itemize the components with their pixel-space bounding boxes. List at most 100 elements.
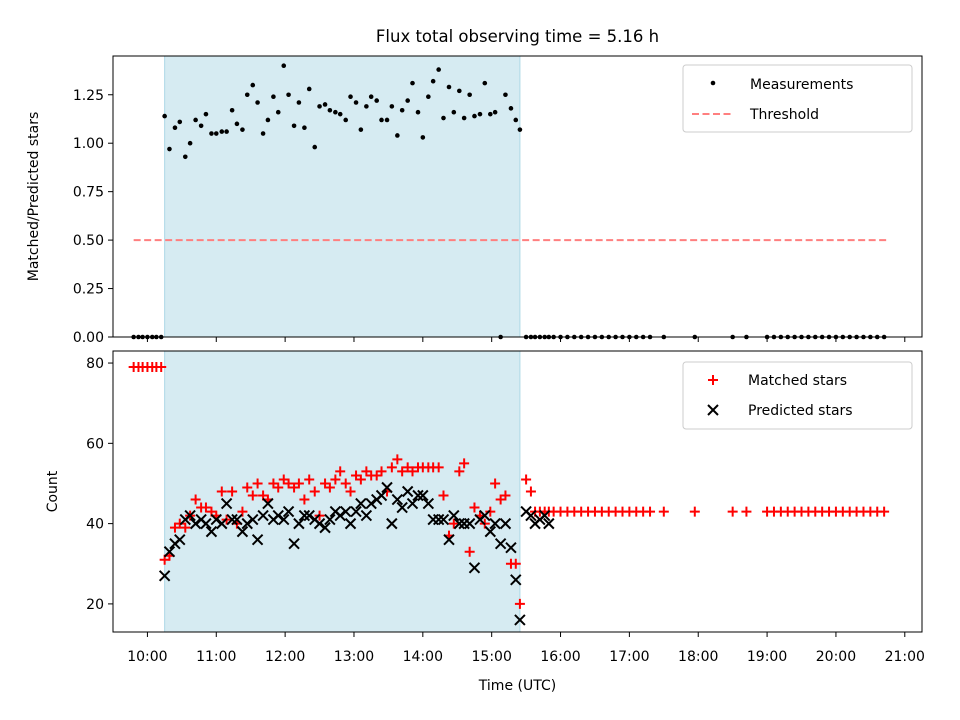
measurement-point (337, 111, 343, 117)
measurement-point (187, 140, 193, 146)
matched-star-marker (174, 518, 185, 529)
predicted-star-marker (412, 489, 424, 502)
bottom-axes-frame (112, 350, 923, 633)
predicted-star-marker (231, 513, 243, 526)
measurement-point (395, 133, 400, 138)
predicted-star-marker (247, 513, 259, 526)
y-tick-label: 1.25 (73, 88, 104, 104)
x-axis-label: Time (UTC) (478, 678, 556, 694)
measurement-point (426, 94, 431, 99)
predicted-star-marker (324, 513, 336, 526)
predicted-star-marker (282, 505, 295, 518)
x-tick-label: 15:00 (472, 649, 512, 665)
measurement-point (358, 127, 364, 132)
predicted-star-marker (514, 614, 526, 626)
predicted-star-marker (288, 537, 300, 550)
chart-title: Flux total observing time = 5.16 h (376, 27, 659, 46)
measurement-point (312, 144, 318, 150)
matched-star-marker (485, 506, 496, 517)
predicted-star-marker (226, 513, 238, 526)
predicted-star-marker (484, 525, 497, 538)
measurement-point (172, 125, 178, 131)
matched-star-marker (459, 458, 470, 469)
legend-x-glyph (707, 404, 719, 416)
predicted-star-marker (344, 517, 357, 530)
predicted-star-marker (468, 562, 481, 574)
top-x-ticks (146, 337, 906, 342)
y-tick-label: 1.00 (73, 136, 104, 152)
predicted-star-marker (538, 509, 551, 522)
predicted-star-marker (543, 517, 555, 530)
legend-threshold-label: Threshold (749, 107, 819, 123)
matched-star-marker (397, 466, 408, 477)
measurement-point (368, 94, 374, 99)
measurement-point (472, 113, 477, 119)
legend-predicted-label: Predicted stars (748, 403, 853, 419)
x-tick-label: 14:00 (403, 649, 443, 665)
predicted-star-marker (365, 497, 377, 510)
y-tick-label: 20 (86, 597, 104, 613)
matched-star-marker (355, 474, 366, 485)
matched-star-marker (727, 506, 738, 517)
x-tick-label: 13:00 (334, 649, 374, 665)
predicted-star-marker (391, 493, 404, 506)
measurement-point (420, 135, 426, 140)
matched-star-marker (283, 478, 294, 489)
matched-star-marker (340, 478, 351, 489)
matched-star-marker (386, 462, 397, 473)
predicted-star-marker (174, 533, 186, 546)
predicted-star-marker (406, 497, 419, 510)
measurement-point (302, 125, 307, 131)
predicted-star-marker (494, 537, 507, 550)
matched-star-marker (448, 518, 459, 529)
predicted-star-marker (251, 533, 264, 546)
x-tick-label: 11:00 (196, 649, 236, 665)
predicted-star-marker (350, 505, 362, 518)
measurement-point (405, 98, 410, 103)
measurement-point (482, 80, 488, 86)
measurement-point (229, 107, 235, 113)
matched-star-marker (200, 502, 211, 513)
legend-predicted-marker (707, 404, 719, 416)
measurement-point (364, 104, 369, 109)
predicted-star-marker (241, 517, 253, 530)
measurement-point (260, 131, 266, 136)
measurement-point (182, 154, 188, 160)
matched-star-marker (273, 482, 284, 493)
matched-star-marker (216, 486, 227, 497)
matched-star-marker (514, 598, 525, 609)
legend-measurements-label: Measurements (750, 77, 853, 93)
measurement-point (275, 109, 281, 115)
measurement-point (244, 92, 250, 98)
predicted-star-marker (499, 517, 512, 530)
predicted-star-marker (298, 509, 311, 522)
measurement-point (343, 117, 349, 123)
x-tick-label: 21:00 (885, 649, 925, 665)
legend-measurements-marker (710, 80, 716, 86)
y-tick-label: 0.00 (73, 330, 104, 346)
measurement-point (410, 80, 415, 86)
measurement-point (488, 111, 493, 117)
top-y-ticks: 0.00 0.25 0.50 0.75 1.00 1.25 (73, 88, 113, 346)
predicted-star-marker (340, 505, 352, 518)
matched-star-marker (376, 466, 387, 477)
measurement-point (209, 131, 214, 136)
legend-matched-marker (708, 375, 718, 385)
matched-star-marker (309, 486, 320, 497)
predicted-star-marker (505, 541, 517, 554)
predicted-star-marker (448, 509, 460, 522)
matched-star-marker (464, 546, 475, 557)
predicted-star-marker (355, 497, 367, 510)
predicted-star-marker (200, 517, 212, 530)
measurement-point (353, 100, 359, 105)
measurement-point (430, 78, 436, 84)
matched-star-marker (304, 474, 315, 485)
predicted-star-marker (432, 513, 445, 526)
predicted-star-marker (205, 525, 218, 538)
measurement-point (389, 104, 395, 109)
predicted-star-marker (375, 489, 388, 502)
x-tick-label: 16:00 (540, 649, 580, 665)
matched-star-marker (454, 466, 465, 477)
